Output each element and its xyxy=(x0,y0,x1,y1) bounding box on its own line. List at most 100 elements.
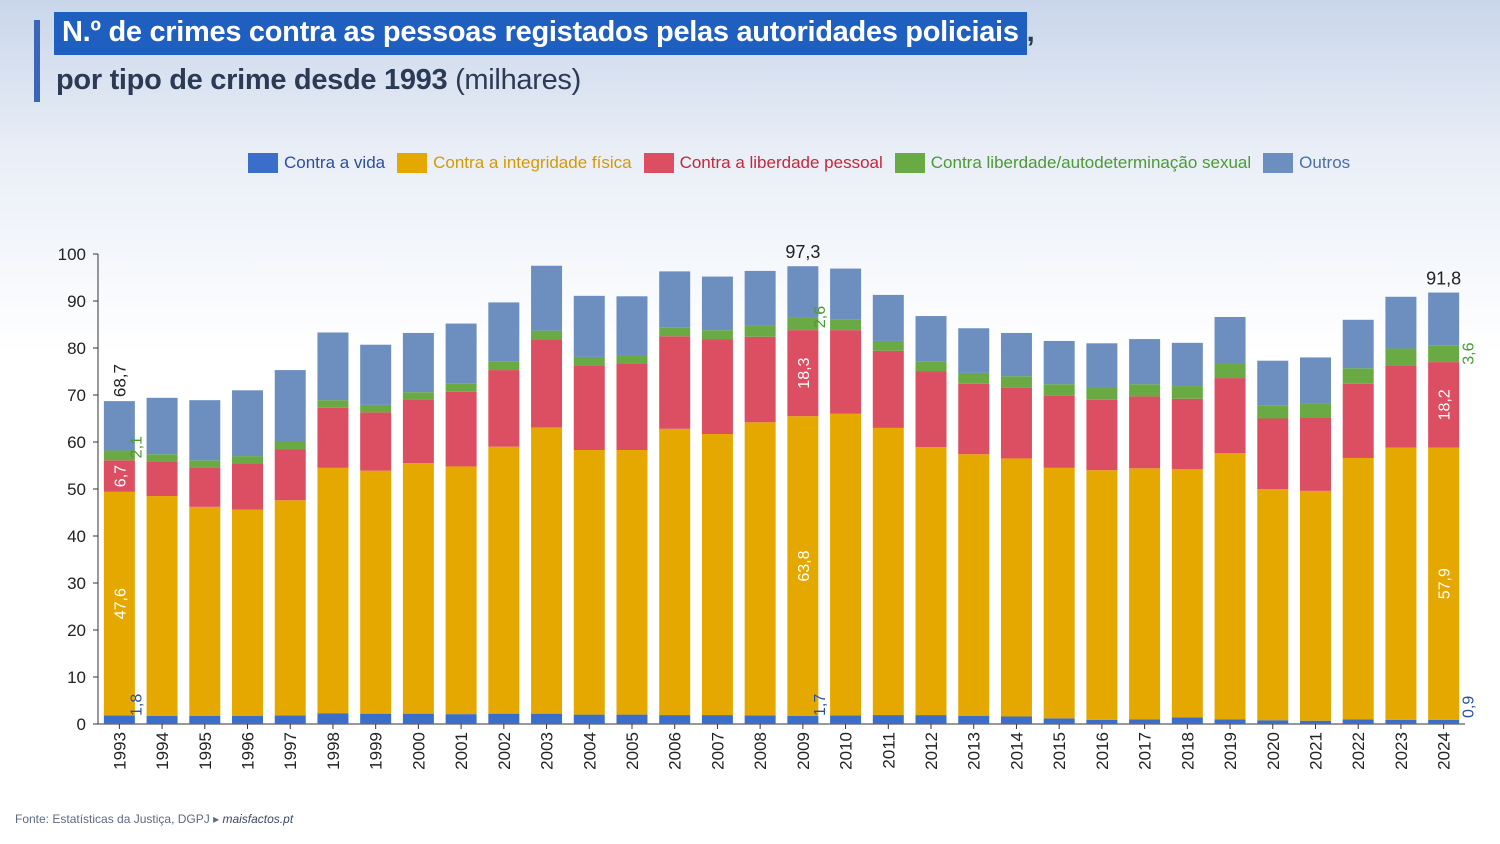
legend-label: Contra liberdade/autodeterminação sexual xyxy=(930,153,1252,172)
bar-segment-2003-s5 xyxy=(531,265,563,331)
x-tick-label-2014: 2014 xyxy=(1007,732,1026,770)
bar-segment-1998-s2 xyxy=(317,467,349,714)
bar-segment-2015-s2 xyxy=(1043,467,1075,719)
bar-segment-2002-s3 xyxy=(488,370,520,447)
y-tick-label: 30 xyxy=(67,574,86,593)
bar-segment-2021-s1 xyxy=(1299,720,1331,724)
bar-segment-2011-s5 xyxy=(872,294,904,341)
bar-segment-2003-s2 xyxy=(531,427,563,714)
x-tick-label-1994: 1994 xyxy=(153,732,172,770)
bar-segment-2004-s2 xyxy=(573,449,605,715)
bar-segment-2023-s1 xyxy=(1385,719,1417,724)
source-site: maisfactos.pt xyxy=(222,812,294,826)
segment-label-2009-s2: 63,8 xyxy=(796,550,813,581)
bar-segment-1996-s3 xyxy=(232,463,264,510)
bar-segment-2013-s5 xyxy=(958,328,990,373)
legend-label: Contra a liberdade pessoal xyxy=(679,153,883,172)
bar-segment-2018-s5 xyxy=(1171,342,1203,387)
x-tick-label-2008: 2008 xyxy=(751,732,770,770)
bar-segment-2024-s1 xyxy=(1428,719,1460,724)
bar-segment-1993-s3 xyxy=(103,460,135,492)
bar-segment-1993-s1 xyxy=(103,715,135,724)
bar-segment-1999-s5 xyxy=(360,344,392,405)
bar-segment-1997-s5 xyxy=(274,370,306,442)
bar-segment-2016-s5 xyxy=(1086,343,1118,388)
bar-segment-2015-s3 xyxy=(1043,395,1075,468)
bar-segment-1994-s4 xyxy=(146,454,178,462)
x-tick-label-1999: 1999 xyxy=(367,732,386,770)
bar-segment-1998-s3 xyxy=(317,407,349,468)
legend-swatch xyxy=(397,153,428,173)
legend-swatch xyxy=(894,153,925,173)
bar-segment-1993-s5 xyxy=(103,401,135,451)
bar-segment-2022-s2 xyxy=(1342,457,1374,720)
bar-segment-2002-s2 xyxy=(488,446,520,714)
bar-segment-2014-s5 xyxy=(1000,332,1032,377)
bar-segment-2012-s5 xyxy=(915,316,947,362)
bar-segment-1996-s2 xyxy=(232,509,264,717)
bar-segment-1998-s5 xyxy=(317,332,349,401)
bar-segment-2021-s2 xyxy=(1299,490,1331,721)
bar-segment-2019-s1 xyxy=(1214,719,1246,724)
bar-segment-1998-s4 xyxy=(317,400,349,408)
bar-segment-2002-s5 xyxy=(488,302,520,362)
bar-segment-2022-s4 xyxy=(1342,368,1374,384)
bar-segment-2024-s2 xyxy=(1428,447,1460,720)
title-line-1: N.º de crimes contra as pessoas registad… xyxy=(54,12,1035,55)
bar-segment-2004-s3 xyxy=(573,365,605,450)
bar-segment-1995-s2 xyxy=(189,506,221,717)
bar-segment-2000-s4 xyxy=(402,392,434,400)
source-note: Fonte: Estatísticas da Justiça, DGPJ ▸ m… xyxy=(15,812,293,826)
x-tick-label-2011: 2011 xyxy=(879,732,898,769)
bar-segment-2004-s4 xyxy=(573,356,605,366)
bar-segment-2019-s5 xyxy=(1214,316,1246,364)
bar-segment-2008-s5 xyxy=(744,270,776,326)
bar-segment-2000-s2 xyxy=(402,463,434,714)
x-tick-label-2000: 2000 xyxy=(409,732,428,770)
total-label-2009: 97,3 xyxy=(785,242,820,262)
bar-segment-2013-s4 xyxy=(958,372,990,384)
bar-segment-2011-s4 xyxy=(872,340,904,351)
bar-segment-2012-s4 xyxy=(915,361,947,372)
x-tick-label-2006: 2006 xyxy=(666,732,685,770)
bar-segment-2005-s1 xyxy=(616,714,648,724)
y-tick-label: 0 xyxy=(77,715,86,734)
legend-item-4: Contra liberdade/autodeterminação sexual xyxy=(894,153,1252,173)
bar-segment-2001-s3 xyxy=(445,391,477,467)
bar-segment-2000-s3 xyxy=(402,399,434,464)
bar-segment-2018-s1 xyxy=(1171,717,1203,724)
bar-segment-2016-s4 xyxy=(1086,387,1118,400)
bar-segment-2014-s2 xyxy=(1000,458,1032,717)
bar-segment-2001-s4 xyxy=(445,383,477,392)
bar-segment-2009-s1 xyxy=(787,716,819,724)
x-tick-label-2024: 2024 xyxy=(1435,732,1454,770)
segment-label-2009-s1: 1,7 xyxy=(812,694,829,716)
x-tick-label-2004: 2004 xyxy=(580,732,599,770)
x-tick-label-1998: 1998 xyxy=(324,732,343,770)
legend-label: Contra a vida xyxy=(284,153,386,172)
bar-segment-1994-s5 xyxy=(146,397,178,455)
bar-segment-2016-s1 xyxy=(1086,719,1118,724)
bar-segment-2001-s1 xyxy=(445,714,477,724)
legend-swatch xyxy=(643,153,674,173)
bar-segment-2023-s5 xyxy=(1385,296,1417,349)
bar-segment-1997-s1 xyxy=(274,715,306,724)
bar-segment-2013-s2 xyxy=(958,454,990,717)
title-comma: , xyxy=(1026,16,1035,48)
legend-item-2: Contra a integridade física xyxy=(397,153,632,173)
bar-segment-2018-s2 xyxy=(1171,469,1203,718)
x-tick-label-2003: 2003 xyxy=(538,732,557,770)
bar-segment-1993-s4 xyxy=(103,450,135,461)
bar-segment-2015-s1 xyxy=(1043,718,1075,724)
bar-segment-2011-s2 xyxy=(872,427,904,716)
bar-segment-2010-s5 xyxy=(830,268,862,320)
y-tick-label: 10 xyxy=(67,668,86,687)
bar-segment-2021-s5 xyxy=(1299,357,1331,404)
x-tick-label-2001: 2001 xyxy=(452,732,471,770)
x-tick-label-2016: 2016 xyxy=(1093,732,1112,770)
legend-label: Contra a integridade física xyxy=(433,153,632,172)
x-tick-label-2022: 2022 xyxy=(1349,732,1368,770)
bar-segment-2022-s5 xyxy=(1342,319,1374,369)
bar-segment-2023-s2 xyxy=(1385,447,1417,720)
